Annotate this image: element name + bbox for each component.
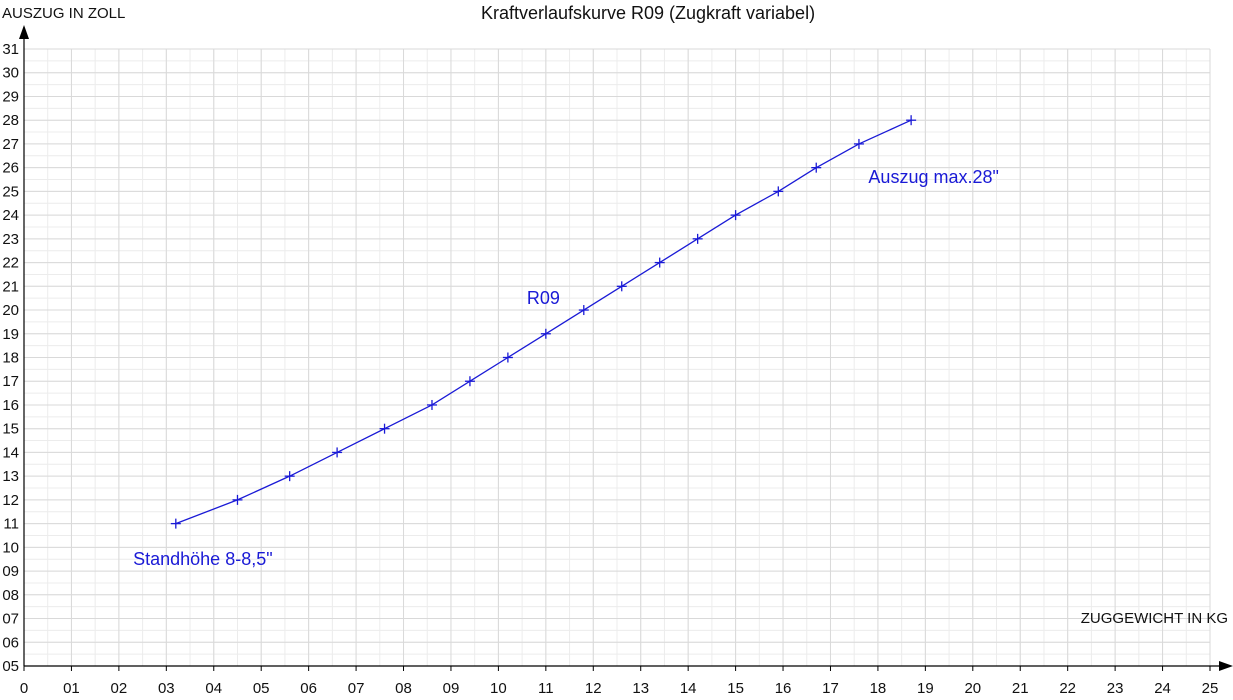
- data-point: [502, 352, 513, 363]
- y-tick-label: 18: [2, 350, 19, 367]
- data-point: [379, 423, 390, 434]
- y-tick-label: 27: [2, 136, 19, 153]
- y-tick-label: 17: [2, 373, 19, 390]
- data-point: [654, 257, 665, 268]
- data-point: [232, 494, 243, 505]
- x-tick-label: 07: [348, 680, 365, 697]
- data-point: [284, 471, 295, 482]
- y-tick-label: 28: [2, 112, 19, 129]
- data-point: [616, 281, 627, 292]
- y-tick-label: 15: [2, 421, 19, 438]
- chart-title: Kraftverlaufskurve R09 (Zugkraft variabe…: [481, 3, 815, 23]
- data-point: [773, 186, 784, 197]
- y-tick-labels: 05 06 07 08 09 10 11 12 13 14 15 16 17 18 19 20 21 22 23 24…: [2, 41, 19, 675]
- x-tick-label: 03: [158, 680, 175, 697]
- y-tick-label: 26: [2, 160, 19, 177]
- x-tick-label: 25: [1202, 680, 1219, 697]
- x-tick-label: 11: [538, 680, 554, 697]
- y-tick-label: 09: [2, 563, 19, 580]
- y-tick-label: 06: [2, 634, 19, 651]
- data-point: [332, 447, 343, 458]
- data-point: [811, 162, 822, 173]
- y-tick-label: 23: [2, 231, 19, 248]
- x-tick-label: 08: [395, 680, 412, 697]
- x-tick-label: 19: [917, 680, 934, 697]
- x-tick-label: 22: [1059, 680, 1076, 697]
- x-tick-label: 16: [775, 680, 792, 697]
- series-layer: [170, 115, 917, 529]
- annotations: Standhöhe 8-8,5" R09 Auszug max.28": [133, 167, 999, 569]
- data-point: [170, 518, 181, 529]
- y-tick-label: 07: [2, 611, 19, 628]
- y-tick-label: 14: [2, 444, 19, 461]
- x-tick-label: 05: [253, 680, 270, 697]
- axes: [19, 25, 1233, 671]
- data-point: [540, 328, 551, 339]
- y-tick-label: 13: [2, 468, 19, 485]
- y-tick-label: 10: [2, 539, 19, 556]
- y-tick-label: 16: [2, 397, 19, 414]
- y-tick-label: 08: [2, 587, 19, 604]
- data-point: [426, 399, 437, 410]
- y-tick-label: 11: [3, 516, 19, 533]
- y-tick-label: 19: [2, 326, 19, 343]
- y-axis-arrow: [19, 25, 29, 39]
- x-tick-label: 24: [1154, 680, 1171, 697]
- y-tick-label: 31: [2, 41, 19, 58]
- y-tick-label: 29: [2, 88, 19, 105]
- x-tick-label: 15: [727, 680, 744, 697]
- x-tick-label: 12: [585, 680, 602, 697]
- y-tick-label: 30: [2, 65, 19, 82]
- y-axis-label: AUSZUG IN ZOLL: [2, 5, 125, 22]
- y-tick-label: 21: [2, 278, 19, 295]
- x-tick-labels: 0 01 02 03 04 05 06 07 08 09 10 11 12 13 14 15 16 17 18 19 2…: [20, 680, 1219, 697]
- x-axis-arrow: [1219, 661, 1233, 671]
- x-tick-label: 21: [1012, 680, 1029, 697]
- y-tick-label: 24: [2, 207, 19, 224]
- data-point: [906, 115, 917, 126]
- data-point: [578, 305, 589, 316]
- grid: [23, 48, 1211, 667]
- y-tick-label: 12: [2, 492, 19, 509]
- y-tick-label: 25: [2, 183, 19, 200]
- x-tick-label: 18: [870, 680, 887, 697]
- y-tick-label: 05: [2, 658, 19, 675]
- x-tick-label: 04: [205, 680, 222, 697]
- data-point: [464, 376, 475, 387]
- x-tick-label: 02: [111, 680, 128, 697]
- x-tick-label: 06: [300, 680, 317, 697]
- annotation-label: Standhöhe 8-8,5": [133, 549, 273, 569]
- annotation-label: Auszug max.28": [868, 167, 998, 187]
- series-line: [175, 119, 912, 525]
- x-tick-label: 23: [1107, 680, 1124, 697]
- x-tick-label: 0: [20, 680, 28, 697]
- y-tick-label: 22: [2, 255, 19, 272]
- x-tick-label: 09: [443, 680, 460, 697]
- data-point: [853, 138, 864, 149]
- x-axis-label: ZUGGEWICHT IN KG: [1081, 610, 1228, 627]
- data-point: [692, 233, 703, 244]
- annotation-label: R09: [527, 288, 560, 308]
- x-tick-label: 13: [632, 680, 649, 697]
- x-tick-label: 14: [680, 680, 697, 697]
- x-tick-label: 17: [822, 680, 839, 697]
- x-tick-label: 20: [964, 680, 981, 697]
- data-point: [730, 210, 741, 221]
- x-tick-label: 01: [63, 680, 80, 697]
- y-tick-label: 20: [2, 302, 19, 319]
- x-tick-label: 10: [490, 680, 507, 697]
